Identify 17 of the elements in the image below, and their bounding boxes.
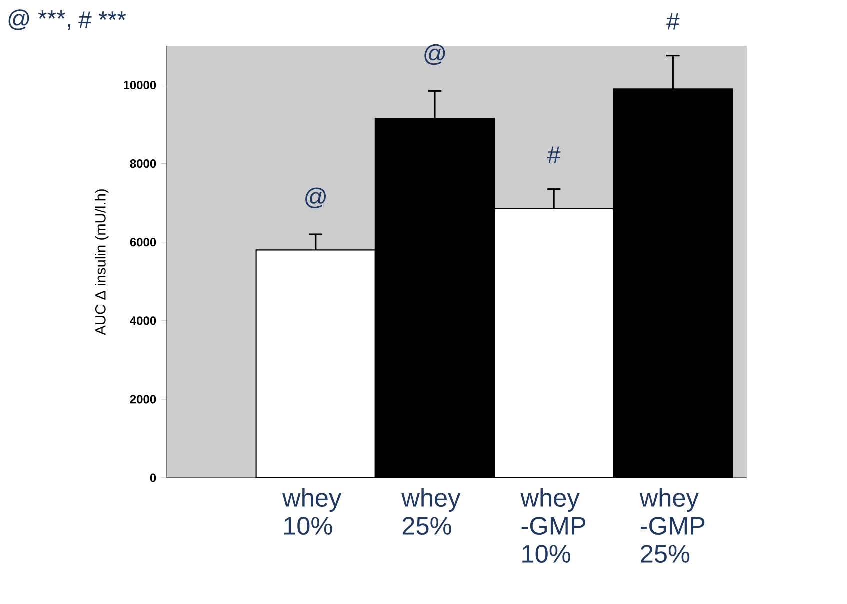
annotation: @ [306,188,326,208]
annotation: @ [424,44,446,66]
x-tick-label: whey 25% [402,488,461,536]
x-tick-label: whey -GMP 25% [640,488,705,564]
text: # *** [78,12,126,28]
y-tick-label: 0 [150,474,156,482]
y-tick-label: 2000 [130,395,156,404]
y-tick-label: 10000 [124,81,156,90]
y-axis-title: AUC Δ insulin (mU/l.h) [95,190,109,336]
y-tick-label: 8000 [130,160,156,168]
annotation: # [547,146,561,164]
x-tick-label: whey 10% [282,488,342,536]
x-tick-label: whey -GMP 10% [520,488,586,564]
text: @ ***, [8,10,70,30]
y-tick-label: 4000 [130,316,156,326]
annotation: # [666,13,680,30]
y-tick-label: 6000 [130,238,156,247]
